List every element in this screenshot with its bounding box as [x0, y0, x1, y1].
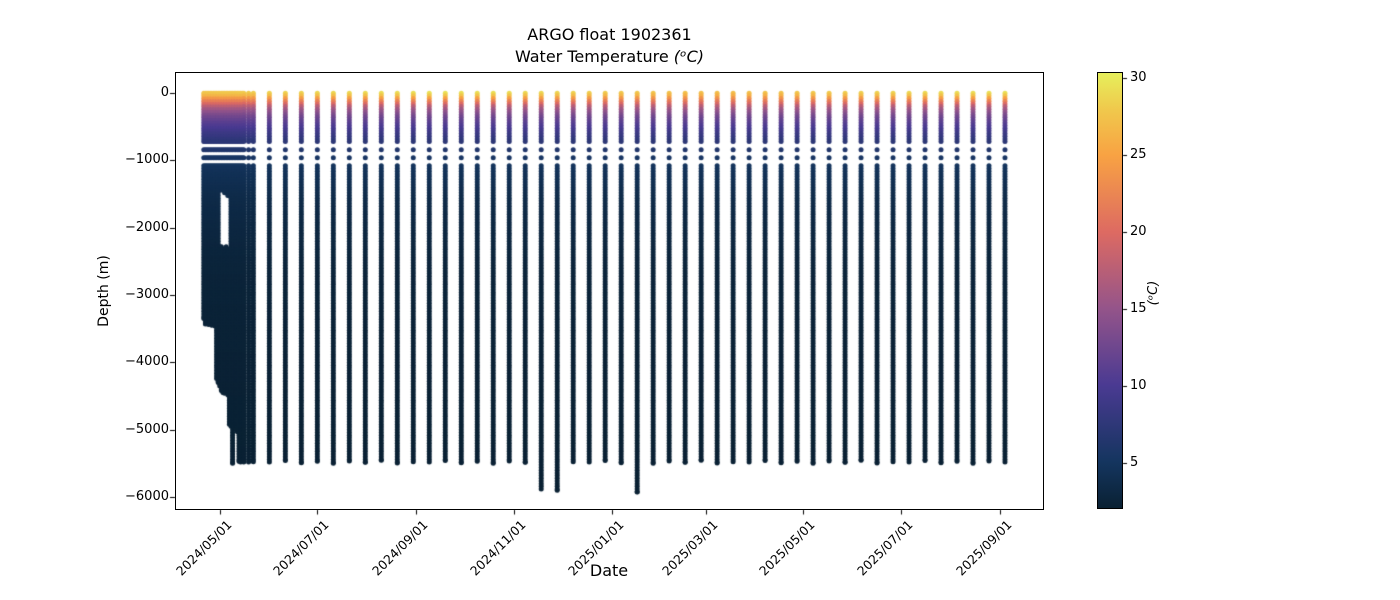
colorbar-label: (ᵒC) — [1146, 280, 1161, 306]
y-tick-label-1: −1000 — [125, 152, 169, 168]
colorbar-tick-label-0: 5 — [1130, 454, 1139, 470]
y-tick-label-3: −3000 — [125, 286, 169, 302]
y-tick-label-6: −6000 — [125, 488, 169, 504]
y-tick-label-4: −4000 — [125, 354, 169, 370]
chart-title-block: ARGO float 1902361 Water Temperature (ᵒC… — [175, 24, 1044, 68]
colorbar-tick-label-4: 25 — [1130, 147, 1147, 163]
y-tick-label-0: 0 — [160, 85, 169, 100]
chart-subtitle-text: Water Temperature — [514, 47, 674, 66]
chart-subtitle: Water Temperature (ᵒC) — [175, 46, 1044, 68]
colorbar-tick-label-2: 15 — [1130, 300, 1147, 316]
y-tick-label-2: −2000 — [125, 219, 169, 235]
x-axis-label: Date — [589, 561, 629, 580]
colorbar-tick-label-5: 30 — [1130, 70, 1147, 86]
colorbar — [1097, 72, 1123, 509]
plot-area-border — [175, 72, 1044, 510]
chart-title: ARGO float 1902361 — [527, 25, 692, 44]
chart-subtitle-units: (ᵒC) — [673, 47, 705, 66]
colorbar-tick-label-1: 10 — [1130, 377, 1147, 393]
colorbar-tick-label-3: 20 — [1130, 224, 1147, 240]
y-tick-label-5: −5000 — [125, 421, 169, 437]
